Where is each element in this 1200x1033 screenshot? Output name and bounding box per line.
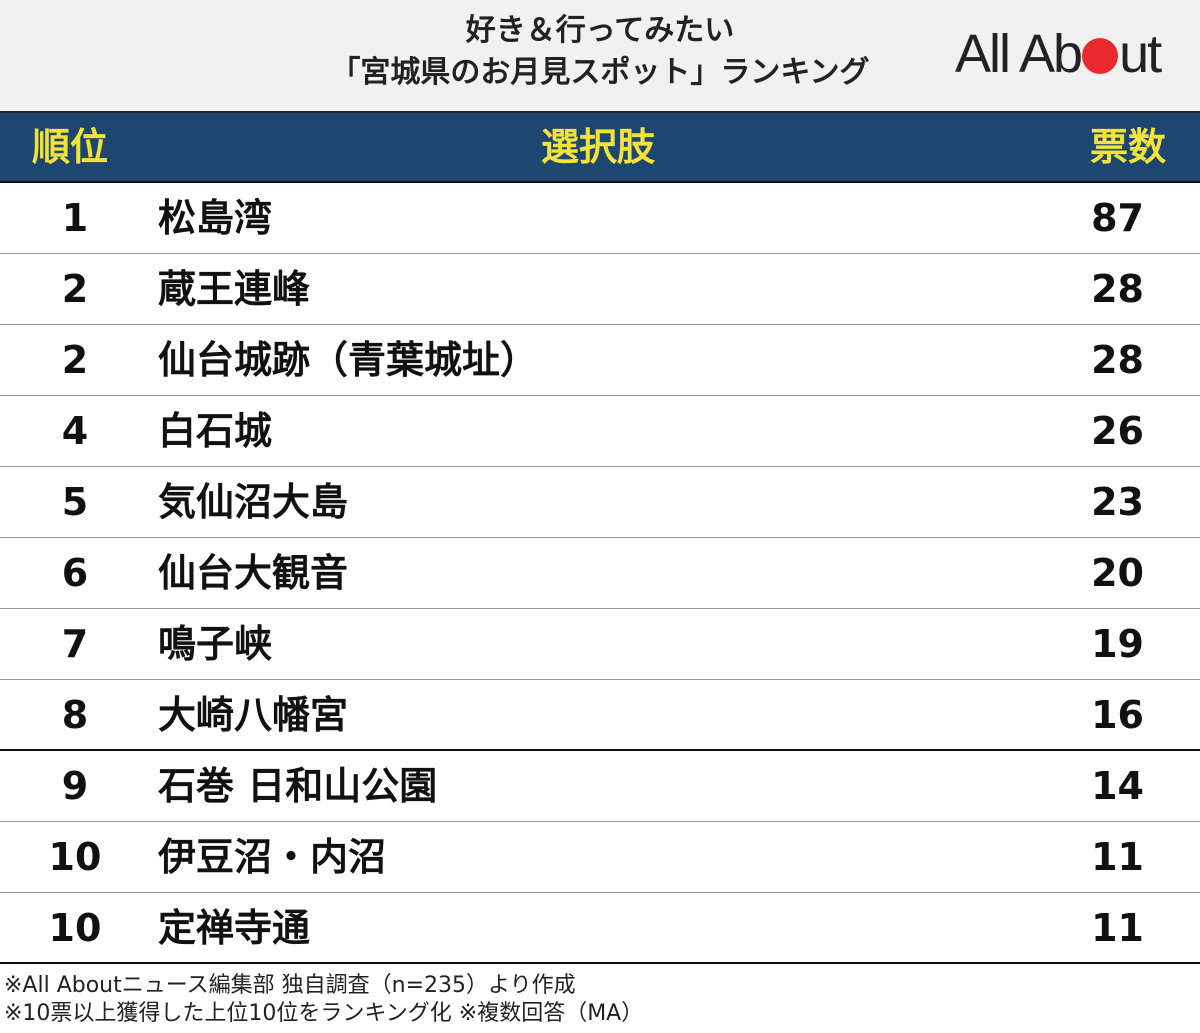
row-rank: 10 [48, 835, 102, 879]
row-choice-name: 気仙沼大島 [158, 480, 349, 524]
logo-text-left: All Ab [955, 24, 1083, 84]
column-header-choice: 選択肢 [540, 125, 655, 169]
table-row: 6 仙台大観音 20 [0, 538, 1200, 609]
footnote-source: ※All Aboutニュース編集部 独自調査（n=235）より作成 [4, 973, 576, 998]
title-line-1: 好き＆行ってみたい [465, 13, 735, 48]
row-vote-count: 11 [1091, 906, 1144, 950]
row-vote-count: 87 [1091, 196, 1144, 240]
row-choice-name: 鳴子峡 [158, 622, 273, 666]
row-vote-count: 11 [1091, 835, 1144, 879]
table-row: 9 石巻 日和山公園 14 [0, 751, 1200, 822]
row-vote-count: 19 [1091, 622, 1144, 666]
title-line-2: 「宮城県のお月見スポット」ランキング [330, 55, 870, 90]
row-rank: 1 [61, 196, 89, 240]
row-choice-name: 仙台城跡（青葉城址） [158, 338, 539, 382]
row-rank: 6 [61, 551, 89, 595]
logo-red-dot-icon [1082, 38, 1119, 74]
footnote-method: ※10票以上獲得した上位10位をランキング化 ※複数回答（MA） [4, 1001, 644, 1026]
footnotes: ※All Aboutニュース編集部 独自調査（n=235）より作成 ※10票以上… [4, 972, 643, 1028]
chart-title: 好き＆行ってみたい 「宮城県のお月見スポット」ランキング [200, 10, 1000, 94]
row-rank: 5 [61, 480, 89, 524]
column-header-rank: 順位 [32, 125, 109, 169]
row-vote-count: 28 [1091, 267, 1144, 311]
table-row: 4 白石城 26 [0, 396, 1200, 467]
row-choice-name: 松島湾 [158, 196, 273, 240]
table-row: 1 松島湾 87 [0, 183, 1200, 254]
title-header: 好き＆行ってみたい 「宮城県のお月見スポット」ランキング All Ab ut [0, 0, 1200, 113]
row-choice-name: 仙台大観音 [158, 551, 349, 595]
table-row: 7 鳴子峡 19 [0, 609, 1200, 680]
table-row: 2 仙台城跡（青葉城址） 28 [0, 325, 1200, 396]
row-vote-count: 14 [1091, 764, 1144, 808]
row-rank: 2 [61, 338, 89, 382]
row-rank: 9 [61, 764, 89, 808]
row-choice-name: 石巻 日和山公園 [158, 764, 438, 808]
row-vote-count: 28 [1091, 338, 1144, 382]
row-choice-name: 定禅寺通 [158, 906, 311, 950]
column-header-votes: 票数 [1089, 125, 1166, 169]
row-choice-name: 伊豆沼・内沼 [158, 835, 387, 879]
row-vote-count: 23 [1091, 480, 1144, 524]
table-row: 2 蔵王連峰 28 [0, 254, 1200, 325]
row-rank: 7 [61, 622, 89, 666]
row-rank: 10 [48, 906, 102, 950]
row-rank: 8 [61, 693, 89, 737]
table-row: 10 定禅寺通 11 [0, 893, 1200, 964]
row-rank: 4 [61, 409, 89, 453]
allabout-logo: All Ab ut [955, 22, 1162, 86]
row-rank: 2 [61, 267, 89, 311]
table-header: 順位 選択肢 票数 [0, 113, 1200, 183]
logo-text-right: ut [1119, 24, 1162, 84]
row-vote-count: 20 [1091, 551, 1144, 595]
row-vote-count: 26 [1091, 409, 1144, 453]
table-row: 8 大崎八幡宮 16 [0, 680, 1200, 751]
row-choice-name: 白石城 [158, 409, 273, 453]
table-row: 10 伊豆沼・内沼 11 [0, 822, 1200, 893]
ranking-table-body: 1 松島湾 87 2 蔵王連峰 28 2 仙台城跡（青葉城址） 28 4 白石城 26 5 気仙沼大島 23… [0, 183, 1200, 964]
row-choice-name: 蔵王連峰 [158, 267, 311, 311]
row-choice-name: 大崎八幡宮 [158, 693, 349, 737]
table-row: 5 気仙沼大島 23 [0, 467, 1200, 538]
row-vote-count: 16 [1091, 693, 1144, 737]
